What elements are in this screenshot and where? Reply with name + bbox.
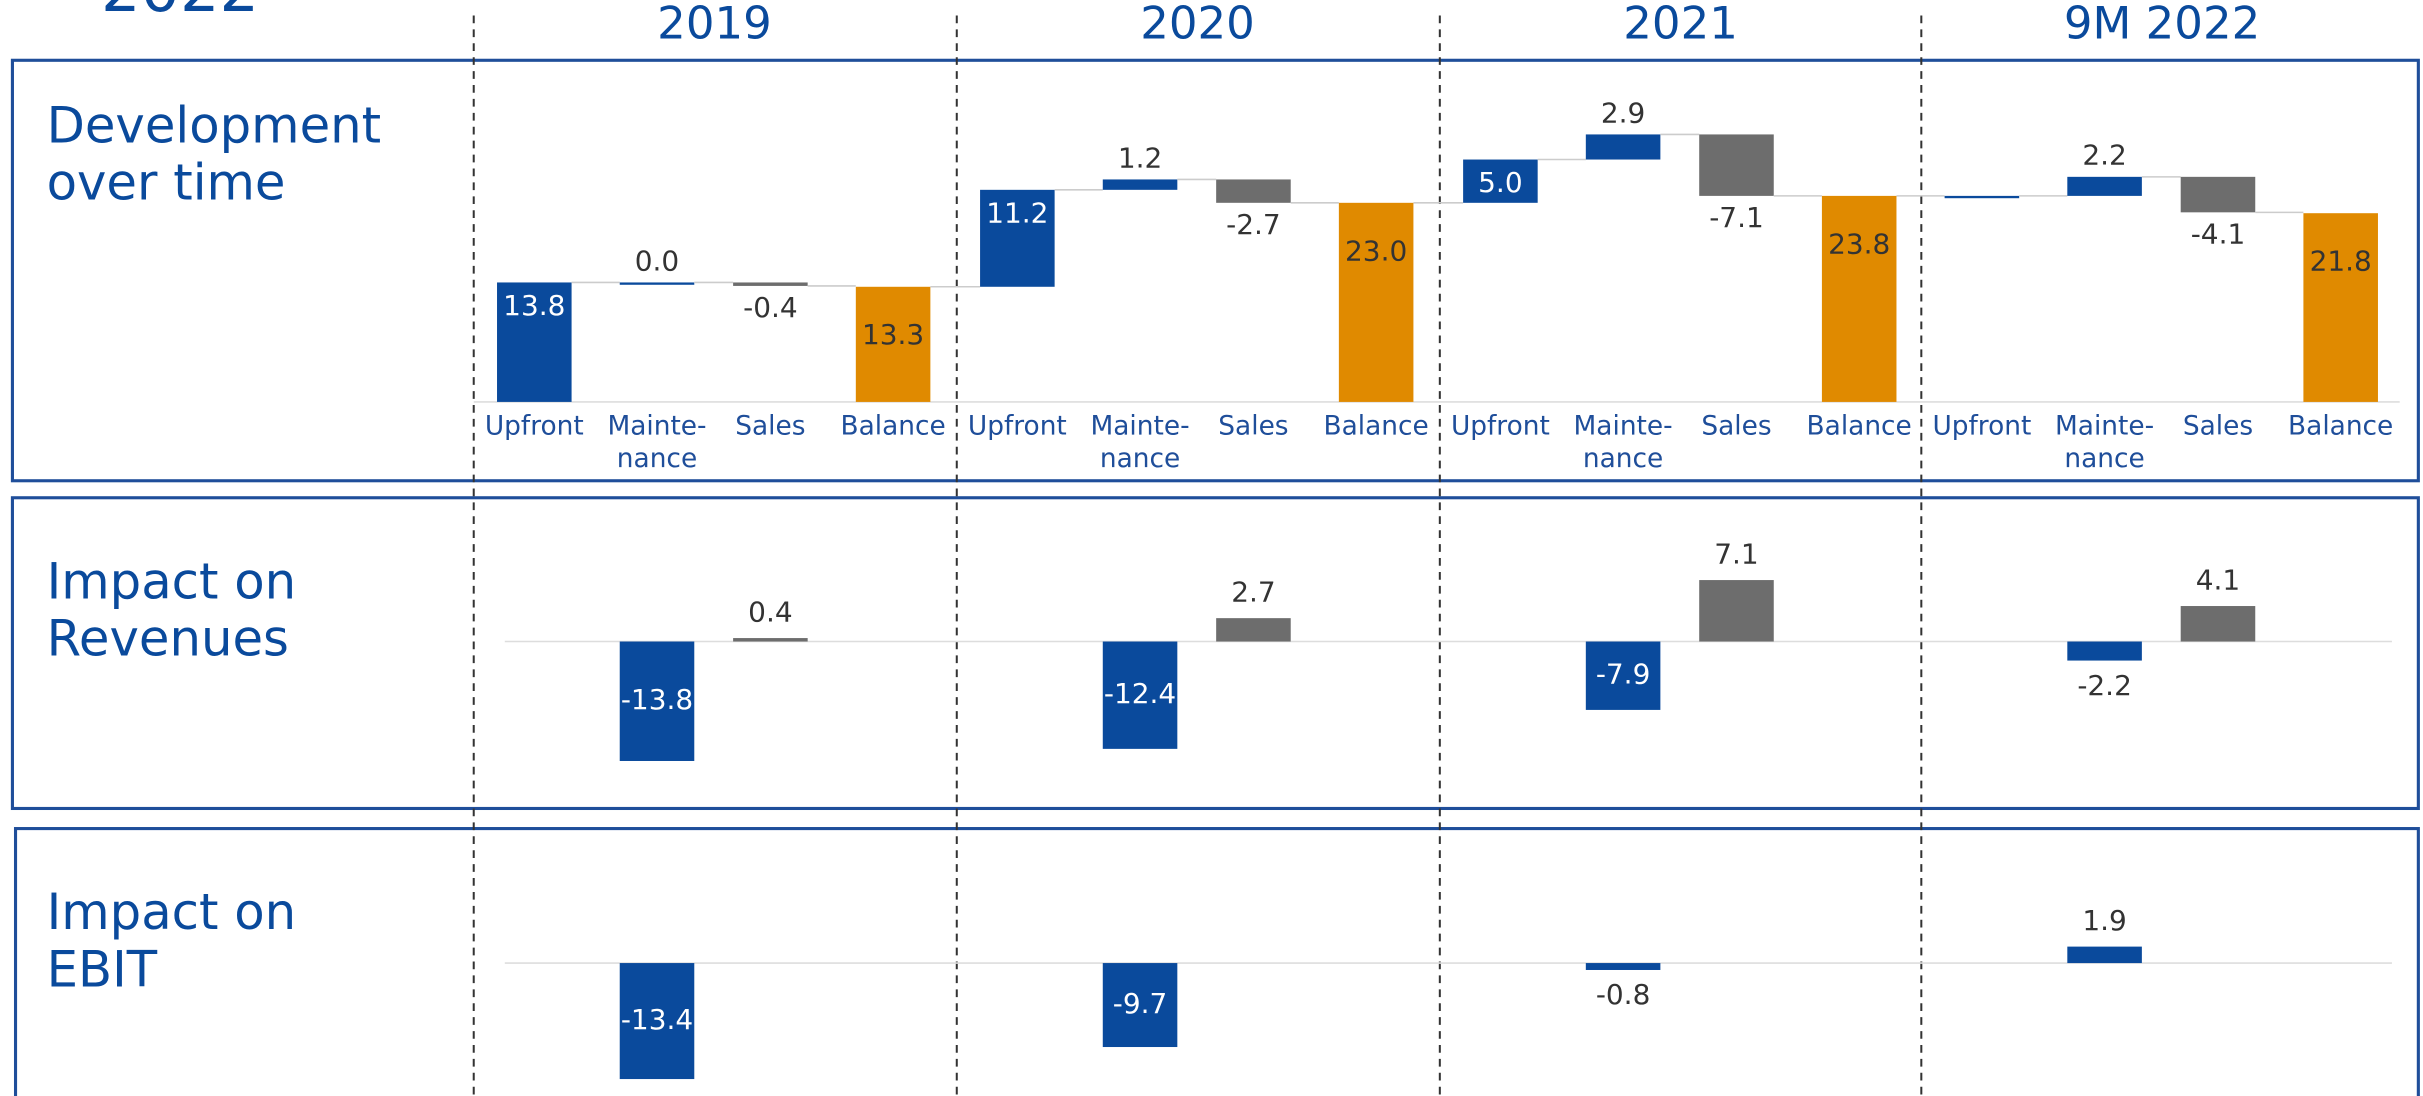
bar [1216,179,1291,203]
value-label: -2.2 [2077,669,2132,702]
value-label: 1.2 [1118,141,1162,174]
value-label: -13.8 [621,683,693,716]
value-label: 4.1 [2196,563,2240,596]
bar [1585,134,1661,160]
bar [1944,195,2020,199]
value-label: -0.4 [743,291,798,324]
header-fragment: 2022 [101,0,259,26]
value-label: 13.3 [862,318,924,351]
panel-frame [13,827,2420,1096]
bar [2180,606,2256,642]
panel-frame [10,58,2420,483]
category-label: Mainte-nance [1090,411,1189,473]
value-label: 23.0 [1345,234,1407,267]
value-label: 5.0 [1478,166,1522,199]
category-label: Upfront [1451,411,1550,441]
value-label: 2.9 [1601,96,1645,129]
bar [1699,134,1774,196]
value-label: 11.2 [986,197,1048,230]
category-label: Upfront [968,411,1067,441]
value-label: -13.4 [621,1003,693,1036]
value-label: -4.1 [2191,218,2246,251]
value-label: 2.2 [2082,139,2126,172]
bar [2067,946,2142,964]
bar [619,963,695,1080]
value-label: 0.0 [635,244,679,277]
value-label: -9.7 [1113,987,1168,1020]
value-label: 2.7 [1231,575,1275,608]
category-label: Upfront [485,411,584,441]
value-label: 1.9 [2082,904,2126,937]
category-label: Balance [1324,411,1429,441]
value-label: -12.4 [1104,677,1176,710]
bar [733,282,808,286]
bar [1585,963,1661,970]
bar [1699,580,1774,642]
value-label: -7.9 [1596,658,1651,691]
year-header: 9M 2022 [2064,0,2260,49]
bar [1585,641,1661,710]
bar [2180,176,2256,213]
bar [619,641,695,761]
bar [1338,202,1414,402]
value-label: -2.7 [1226,208,1281,241]
panel-title: Impact on EBIT [47,883,297,998]
value-label: 0.4 [748,595,792,628]
value-label: 0.0 [1960,203,2004,236]
bar [1463,159,1538,203]
panel-title: Impact on Revenues [47,552,297,667]
value-label: 7.1 [1714,537,1758,570]
category-label: Sales [1218,411,1288,441]
category-label: Upfront [1932,411,2031,441]
value-label: 23.8 [1828,227,1890,260]
bar [1102,641,1178,749]
value-label: -7.1 [1709,201,1764,234]
year-header: 2019 [657,0,772,49]
category-label: Sales [1701,411,1771,441]
category-label: Balance [1807,411,1912,441]
bar [980,189,1055,287]
value-label: 13.8 [503,289,565,322]
value-label: 21.8 [2310,245,2372,278]
panel-title: Development over time [47,96,382,211]
bar [619,282,695,285]
category-label: Balance [840,411,945,441]
category-label: Sales [735,411,805,441]
bar [2067,176,2142,196]
year-header: 2021 [1623,0,1738,49]
bar [2067,641,2142,661]
category-label: Mainte-nance [2055,411,2154,473]
panel-frame [10,496,2420,811]
category-label: Mainte-nance [1574,411,1673,473]
category-label: Mainte-nance [607,411,706,473]
year-header: 2020 [1140,0,1255,49]
bar [1102,963,1178,1048]
bar [855,286,931,402]
value-label: -0.8 [1596,978,1651,1011]
bar [2303,213,2378,402]
bar [1821,195,1897,402]
category-label: Balance [2288,411,2393,441]
category-label: Sales [2183,411,2253,441]
bar [1216,618,1291,642]
bar [497,282,572,402]
bar [733,638,808,642]
bar [1102,179,1178,190]
